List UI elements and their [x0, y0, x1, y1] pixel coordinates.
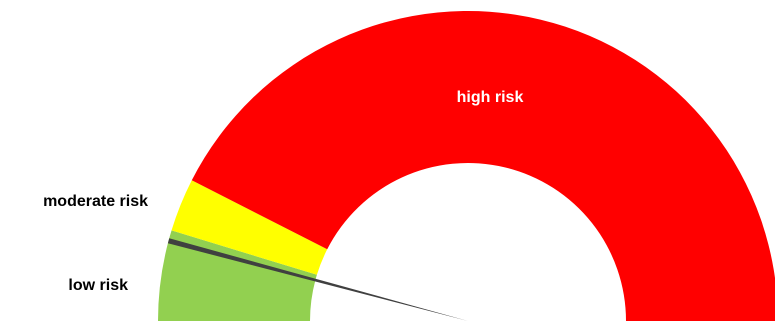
label-low-risk: low risk — [68, 277, 128, 294]
label-moderate-risk: moderate risk — [43, 193, 148, 210]
gauge-band-1 — [168, 230, 317, 281]
gauge-bands — [158, 11, 775, 321]
gauge-labels: high risk moderate risk low risk — [43, 89, 523, 294]
gauge-band-3 — [191, 11, 775, 321]
gauge-band-0 — [158, 240, 316, 321]
gauge-band-2 — [171, 180, 328, 275]
label-high-risk: high risk — [457, 89, 524, 106]
gauge-needle-layer — [167, 238, 468, 321]
gauge-needle — [167, 238, 468, 321]
